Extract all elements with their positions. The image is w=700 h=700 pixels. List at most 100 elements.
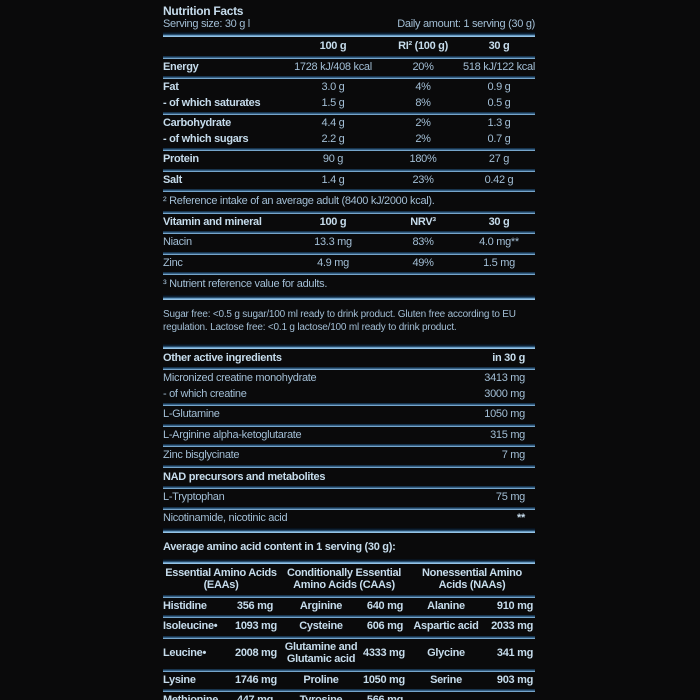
amino-value: 566 mg: [366, 694, 403, 700]
ingredient-value: 315 mg: [490, 428, 525, 441]
amino-name: Cysteine: [299, 620, 343, 632]
daily-amount-text: Daily amount: 1 serving (30 g): [397, 17, 535, 30]
divider: [163, 594, 535, 598]
value-30g: 1.5 mg: [483, 256, 515, 269]
amino-value: 2033 mg: [491, 620, 533, 632]
value-30g: 1.3 g: [487, 117, 511, 129]
amino-value: 4333 mg: [363, 646, 405, 659]
value-30g: 0.5 g: [487, 96, 511, 109]
vitamin-header-nrv: NRV³: [410, 215, 436, 228]
divider: [163, 210, 535, 214]
ingredient-name: - of which creatine: [163, 387, 247, 400]
amino-name: Glycine: [427, 646, 465, 659]
nutrient-row-salt: Salt 1.4 g 23% 0.42 g: [163, 173, 535, 189]
divider: [163, 635, 535, 639]
value-100g: 3.0 g: [321, 81, 345, 93]
divider: [163, 251, 535, 255]
ingredient-name: L-Glutamine: [163, 408, 220, 420]
value-ri: 2%: [415, 132, 431, 145]
value-100g: 4.9 mg: [317, 256, 349, 269]
value-30g: 0.9 g: [487, 81, 511, 93]
divider: [163, 486, 535, 489]
row-label: Carbohydrate: [163, 117, 231, 129]
other-ingredients-header: Other active ingredients in 30 g: [163, 351, 535, 367]
free-from-claims-text: Sugar free: <0.5 g sugar/100 ml ready to…: [163, 308, 516, 333]
divider: [163, 76, 535, 79]
amino-name: Aspartic acid: [413, 620, 479, 632]
nutrition-facts-title: Nutrition Facts: [163, 4, 244, 18]
amino-name: Isoleucine•: [163, 620, 218, 632]
ingredient-name: L-Tryptophan: [163, 491, 225, 503]
serving-info-row: Serving size: 30 g l Daily amount: 1 ser…: [163, 18, 535, 31]
ingredient-value: 75 mg: [495, 491, 525, 503]
column-header-100g: 100 g: [319, 40, 347, 52]
row-label: Fat: [163, 81, 179, 93]
amino-name: Histidine: [163, 599, 207, 612]
row-label: Salt: [163, 173, 182, 186]
value-100g: 1.4 g: [321, 173, 345, 186]
value-nrv: 83%: [412, 236, 434, 248]
ingredient-name: L-Arginine alpha-ketoglutarate: [163, 428, 302, 441]
ingredient-row-tryptophan: L-Tryptophan 75 mg: [163, 490, 535, 506]
amino-row: Lysine 1746 mg Proline 1050 mg Serine 90…: [163, 673, 535, 689]
divider: [163, 272, 535, 275]
ingredient-row-zinc-bisglycinate: Zinc bisglycinate 7 mg: [163, 448, 535, 464]
nutrient-row-fat: Fat 3.0 g 4% 0.9 g: [163, 80, 535, 96]
row-label: Protein: [163, 153, 199, 165]
amino-name: Serine: [430, 673, 462, 686]
value-30g: 0.42 g: [484, 173, 514, 186]
nrv-footnote: ³ Nutrient reference value for adults.: [163, 278, 328, 290]
amino-row: Isoleucine• 1093 mg Cysteine 606 mg Aspa…: [163, 619, 535, 635]
amino-value: 2008 mg: [235, 646, 277, 659]
ingredient-row-creatine-sub: - of which creatine 3000 mg: [163, 387, 535, 403]
amino-row: Methionine 447 mg Tyrosine 566 mg: [163, 693, 535, 700]
amino-name: Proline: [303, 673, 339, 686]
amino-row: Histidine 356 mg Arginine 640 mg Alanine…: [163, 599, 535, 615]
amino-name: Lysine: [163, 673, 196, 686]
row-label: Niacin: [163, 236, 192, 248]
divider: [163, 423, 535, 427]
ingredient-row-glutamine: L-Glutamine 1050 mg: [163, 407, 535, 423]
nutrient-row-sugars: - of which sugars 2.2 g 2% 0.7 g: [163, 132, 535, 148]
value-30g: 27 g: [488, 153, 510, 165]
divider: [163, 528, 535, 533]
amino-value: 903 mg: [496, 673, 533, 686]
amino-name: Leucine•: [163, 646, 207, 659]
group-header-caa: Conditionally Essential Amino Acids (CAA…: [286, 566, 402, 592]
value-100g: 2.2 g: [321, 132, 345, 145]
ingredient-value: 3413 mg: [484, 372, 525, 384]
ingredient-value: 1050 mg: [484, 408, 525, 420]
nutrition-facts-panel: Nutrition Facts Serving size: 30 g l Dai…: [163, 5, 535, 700]
divider: [163, 168, 535, 172]
nutrient-row-energy: Energy 1728 kJ/408 kcal 20% 518 kJ/122 k…: [163, 60, 535, 76]
amino-value: 1093 mg: [235, 620, 277, 632]
value-30g: 518 kJ/122 kcal: [463, 60, 535, 73]
divider: [163, 615, 535, 618]
amino-value: 1050 mg: [363, 673, 405, 686]
vitamin-table-header: Vitamin and mineral 100 g NRV³ 30 g: [163, 215, 535, 231]
row-label: Energy: [163, 60, 199, 73]
divider: [163, 231, 535, 234]
amino-name: Arginine: [299, 599, 343, 612]
column-header-ri: RI² (100 g): [398, 40, 448, 52]
divider: [163, 506, 535, 510]
other-ingredients-title: Other active ingredients: [163, 351, 282, 364]
value-ri: 20%: [412, 60, 434, 73]
value-100g: 1728 kJ/408 kcal: [294, 60, 372, 73]
value-ri: 8%: [415, 96, 431, 109]
group-header-naa: Nonessential Amino Acids (NAAs): [422, 566, 522, 592]
amino-value: 606 mg: [366, 620, 403, 632]
amino-value: 640 mg: [366, 599, 403, 612]
amino-name: Methionine: [163, 694, 219, 700]
ingredient-value: 3000 mg: [484, 387, 525, 400]
nad-precursors-header: NAD precursors and metabolites: [163, 470, 326, 483]
divider: [163, 689, 535, 692]
value-ri: 4%: [415, 81, 431, 93]
value-ri: 2%: [415, 117, 431, 129]
divider: [163, 367, 535, 370]
value-nrv: 49%: [412, 256, 434, 269]
vitamin-header-label: Vitamin and mineral: [163, 215, 262, 228]
amino-name: Glutamine and Glutamic acid: [284, 640, 358, 666]
value-30g: 4.0 mg**: [479, 236, 519, 248]
value-100g: 4.4 g: [321, 117, 345, 129]
